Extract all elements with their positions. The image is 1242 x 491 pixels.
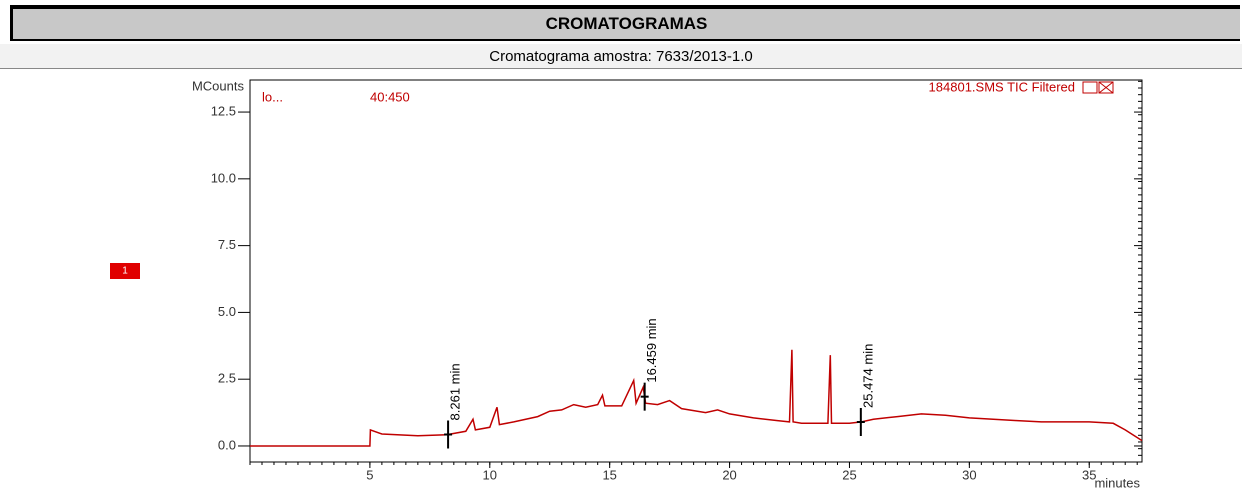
x-tick-label: 25 <box>842 467 856 482</box>
section-header: CROMATOGRAMAS <box>10 5 1240 41</box>
trace-line <box>250 349 1143 447</box>
y-tick-label: 5.0 <box>218 304 236 319</box>
x-tick-label: 30 <box>962 467 976 482</box>
file-label: 184801.SMS TIC Filtered <box>929 79 1075 94</box>
peak-label: 25.474 min <box>860 344 875 408</box>
mass-range: 40:450 <box>370 89 410 104</box>
y-tick-label: 12.5 <box>211 103 236 118</box>
trace-marker-box <box>110 263 140 279</box>
y-tick-label: 7.5 <box>218 237 236 252</box>
close-icon <box>1098 81 1114 94</box>
window-icon <box>1082 81 1098 94</box>
x-tick-label: 15 <box>602 467 616 482</box>
y-tick-label: 2.5 <box>218 371 236 386</box>
y-tick-label: 10.0 <box>211 170 236 185</box>
trace-marker: 1 <box>122 266 128 277</box>
x-tick-label: 20 <box>722 467 736 482</box>
section-subtitle: Cromatograma amostra: 7633/2013-1.0 <box>0 44 1242 69</box>
plot-frame <box>249 79 1143 463</box>
x-tick-label: 5 <box>366 467 373 482</box>
y-axis-label: MCounts <box>192 78 245 93</box>
x-axis-label: minutes <box>1094 475 1140 490</box>
peak-label: 8.261 min <box>448 363 463 420</box>
close-icon-cross <box>1098 81 1114 94</box>
x-tick-label: 35 <box>1082 467 1096 482</box>
x-tick-label: 10 <box>483 467 497 482</box>
peak-label: 16.459 min <box>644 318 659 382</box>
ion-label: lo... <box>262 89 283 104</box>
y-tick-label: 0.0 <box>218 437 236 452</box>
